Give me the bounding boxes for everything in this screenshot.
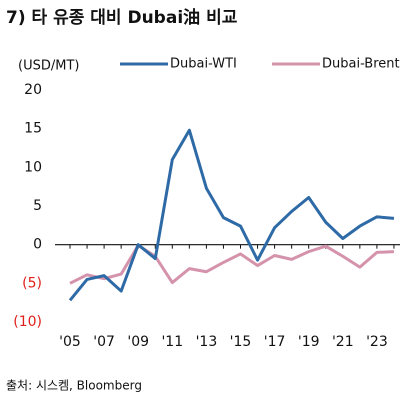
x-tick-label: '23 (366, 334, 388, 350)
line-series (69, 243, 395, 285)
x-tick-label: '09 (127, 334, 149, 350)
y-tick-label: (5) (22, 275, 42, 291)
legend-label: Dubai-Brent (322, 57, 400, 72)
x-tick-label: '15 (230, 334, 252, 350)
y-tick-label: 20 (24, 82, 42, 98)
x-tick-label: '19 (298, 334, 320, 350)
line-series (68, 128, 395, 302)
y-axis-label: (USD/MT) (18, 59, 79, 74)
x-tick-label: '17 (264, 334, 286, 350)
y-tick-label: 10 (24, 159, 42, 175)
source: 출처: 시스켐, Bloomberg (6, 379, 142, 393)
y-tick-label: 15 (24, 121, 42, 137)
x-tick-label: '13 (196, 334, 218, 350)
x-tick-label: '05 (59, 334, 81, 350)
x-tick-label: '11 (161, 334, 183, 350)
y-tick-label: 5 (33, 198, 42, 214)
chart-title: 7) 타 유종 대비 Dubai油 비교 (6, 7, 238, 28)
y-tick-label: (10) (13, 314, 42, 330)
y-tick-label: 0 (33, 237, 42, 253)
legend-label: Dubai-WTI (170, 57, 237, 72)
x-tick-label: '21 (332, 334, 354, 350)
x-tick-label: '07 (93, 334, 115, 350)
